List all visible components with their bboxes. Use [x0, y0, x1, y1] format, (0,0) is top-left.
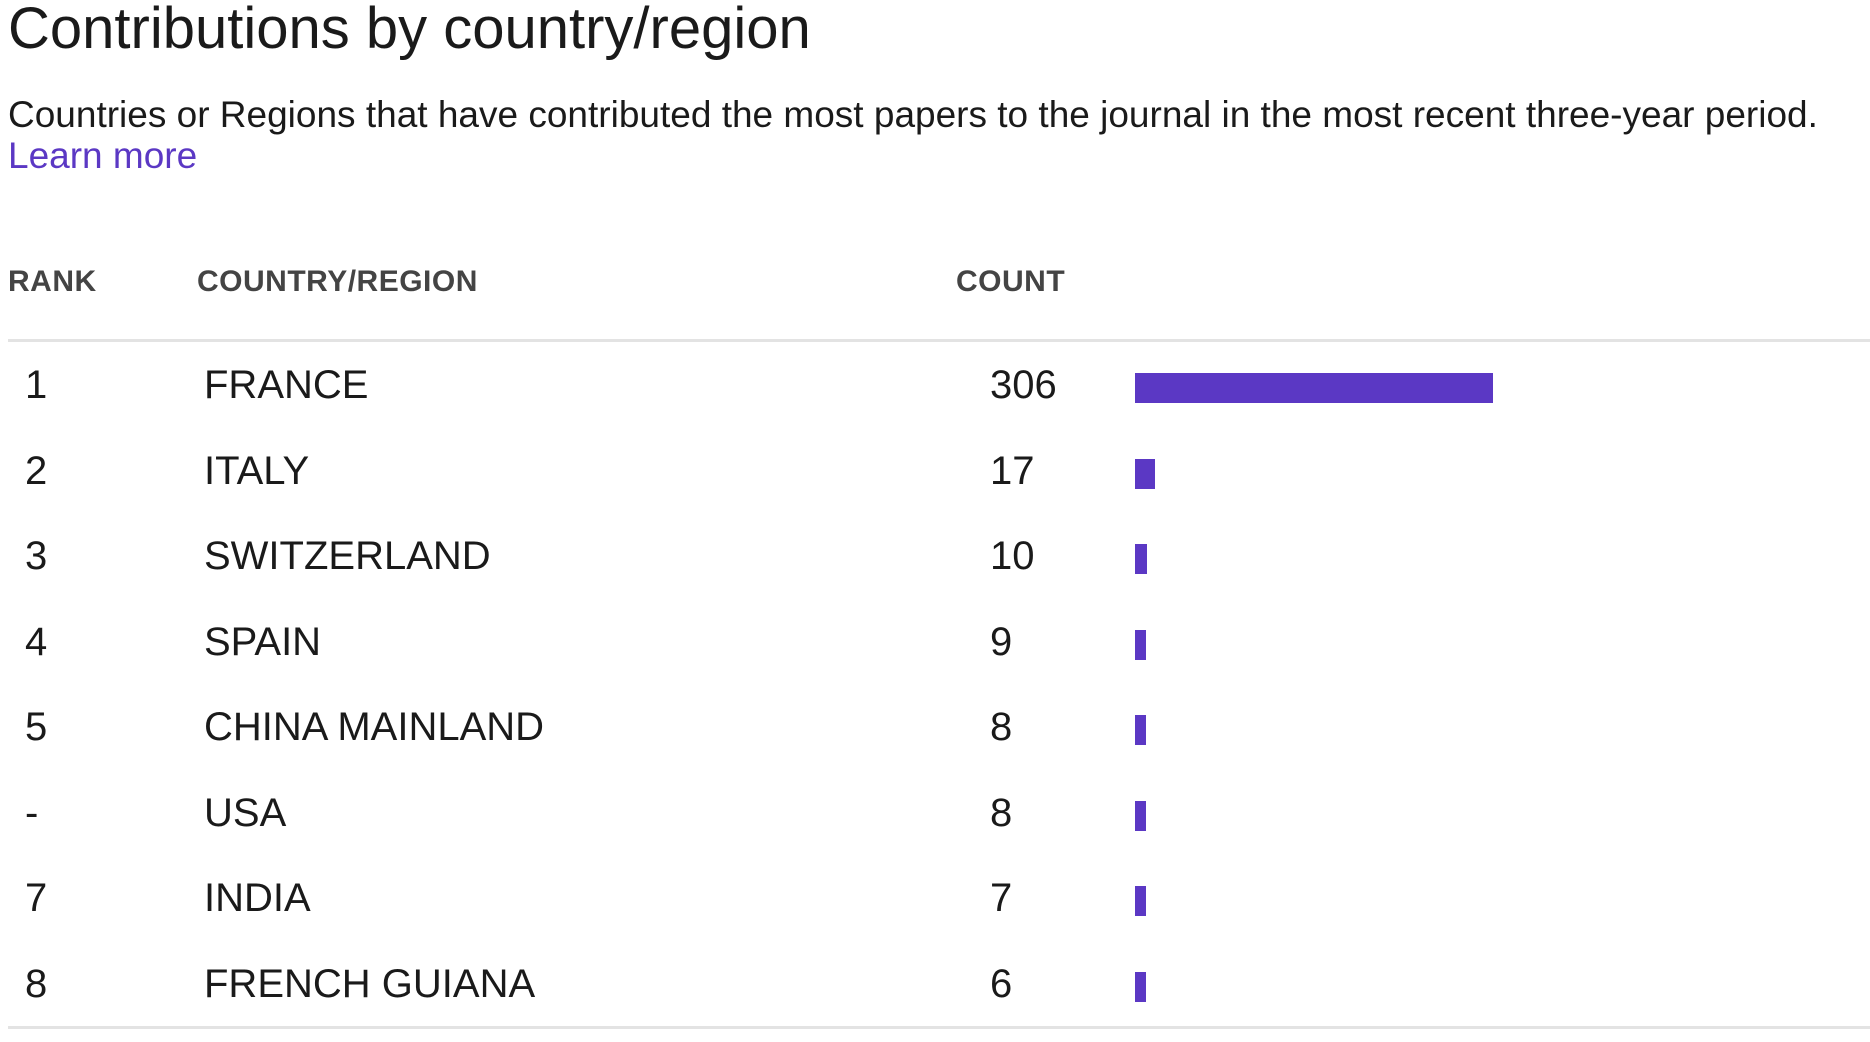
country-cell: CHINA MAINLAND — [204, 705, 545, 749]
country-cell: INDIA — [204, 876, 311, 920]
country-cell: SPAIN — [204, 619, 322, 664]
count-bar — [1135, 886, 1146, 916]
table-bottom-divider — [8, 1026, 1870, 1029]
rank-cell: 4 — [25, 619, 48, 664]
count-cell: 7 — [990, 876, 1013, 920]
count-cell: 9 — [990, 619, 1013, 664]
table-row: 2 ITALY 17 — [0, 429, 1870, 515]
page-title: Contributions by country/region — [8, 0, 811, 61]
column-header-rank: RANK — [8, 265, 97, 298]
table-row: 8 FRENCH GUIANA 6 — [0, 942, 1870, 1028]
table-header-divider — [8, 339, 1870, 342]
country-cell: SWITZERLAND — [204, 534, 491, 578]
table-row: 7 INDIA 7 — [0, 856, 1870, 942]
table-row: - USA 8 — [0, 771, 1870, 857]
table-row: 5 CHINA MAINLAND 8 — [0, 685, 1870, 771]
rank-cell: 3 — [25, 534, 48, 578]
country-cell: FRENCH GUIANA — [204, 961, 536, 1006]
rank-cell: 8 — [25, 961, 48, 1006]
description-text: Countries or Regions that have contribut… — [8, 94, 1818, 135]
count-bar — [1135, 544, 1147, 574]
count-cell: 8 — [990, 790, 1013, 835]
page-description: Countries or Regions that have contribut… — [8, 94, 1868, 176]
count-bar — [1135, 800, 1146, 831]
learn-more-link[interactable]: Learn more — [8, 135, 198, 176]
count-cell: 10 — [990, 534, 1035, 578]
rank-cell: 5 — [25, 705, 48, 749]
rank-cell: - — [25, 790, 39, 835]
count-bar — [1135, 458, 1155, 489]
country-cell: ITALY — [204, 448, 310, 493]
count-bar — [1135, 715, 1146, 745]
rank-cell: 1 — [25, 363, 48, 407]
table-row: 1 FRANCE 306 — [0, 343, 1870, 429]
country-cell: FRANCE — [204, 363, 369, 407]
count-cell: 6 — [990, 961, 1013, 1006]
count-cell: 8 — [990, 705, 1013, 749]
table-row: 4 SPAIN 9 — [0, 600, 1870, 686]
rank-cell: 7 — [25, 876, 48, 920]
count-bar — [1135, 373, 1493, 403]
table-row: 3 SWITZERLAND 10 — [0, 514, 1870, 600]
rank-cell: 2 — [25, 448, 48, 493]
column-header-count: COUNT — [956, 265, 1066, 298]
country-cell: USA — [204, 790, 287, 835]
count-cell: 306 — [990, 363, 1057, 407]
count-bar — [1135, 629, 1146, 660]
contributions-table-body: 1 FRANCE 306 2 ITALY 17 3 SWITZERLAND 10 4 SPAIN 9 5… — [0, 343, 1870, 1027]
count-cell: 17 — [990, 448, 1035, 493]
count-bar — [1135, 971, 1146, 1002]
column-header-country: COUNTRY/REGION — [197, 265, 478, 298]
